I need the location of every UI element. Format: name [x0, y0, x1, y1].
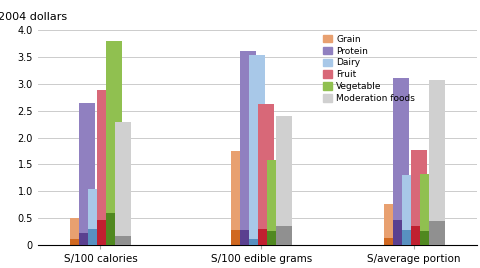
- Bar: [392, 78, 408, 245]
- Bar: [419, 231, 435, 245]
- Bar: [428, 80, 444, 245]
- Text: 2004 dollars: 2004 dollars: [0, 12, 67, 22]
- Bar: [392, 219, 408, 245]
- Bar: [257, 105, 273, 245]
- Bar: [248, 55, 264, 245]
- Legend: Grain, Protein, Dairy, Fruit, Vegetable, Moderation foods: Grain, Protein, Dairy, Fruit, Vegetable,…: [321, 33, 416, 105]
- Bar: [419, 174, 435, 245]
- Bar: [240, 51, 255, 245]
- Bar: [240, 230, 255, 245]
- Bar: [106, 41, 121, 245]
- Bar: [115, 236, 131, 245]
- Bar: [266, 231, 282, 245]
- Bar: [97, 91, 113, 245]
- Bar: [383, 203, 399, 245]
- Bar: [88, 189, 104, 245]
- Bar: [97, 220, 113, 245]
- Bar: [275, 226, 291, 245]
- Bar: [79, 233, 95, 245]
- Bar: [79, 103, 95, 245]
- Bar: [266, 160, 282, 245]
- Bar: [70, 218, 86, 245]
- Bar: [383, 238, 399, 245]
- Bar: [401, 175, 417, 245]
- Bar: [410, 226, 426, 245]
- Bar: [70, 239, 86, 245]
- Bar: [106, 213, 121, 245]
- Bar: [410, 150, 426, 245]
- Bar: [257, 229, 273, 245]
- Bar: [275, 116, 291, 245]
- Bar: [230, 230, 246, 245]
- Bar: [428, 221, 444, 245]
- Bar: [248, 239, 264, 245]
- Bar: [230, 151, 246, 245]
- Bar: [115, 122, 131, 245]
- Bar: [88, 229, 104, 245]
- Bar: [401, 230, 417, 245]
